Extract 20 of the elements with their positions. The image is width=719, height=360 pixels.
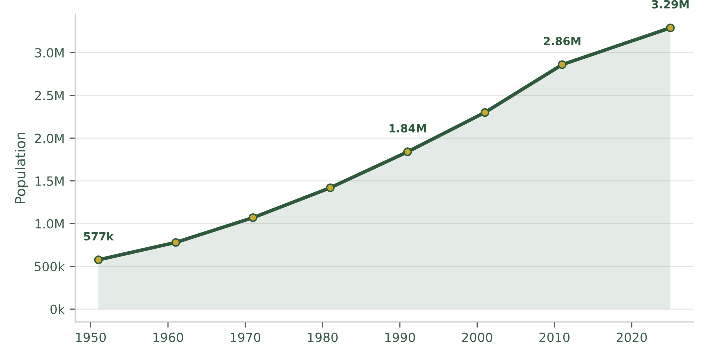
x-tick-label: 1950	[76, 332, 106, 342]
x-tick-label: 1980	[308, 332, 338, 342]
y-tick-label: 1.0M	[36, 219, 64, 229]
x-tick-label: 2020	[617, 332, 648, 342]
x-tick-label: 2010	[540, 332, 570, 342]
y-tick-label: 2.5M	[35, 91, 64, 101]
y-tick-label: 0k	[50, 304, 66, 314]
data-label: 3.29M	[652, 0, 689, 9]
data-label: 2.86M	[544, 37, 581, 46]
x-tick-label: 1970	[231, 332, 261, 342]
y-axis-title: Population	[14, 133, 28, 204]
y-tick-label: 500k	[34, 262, 66, 272]
x-tick-label: 1990	[386, 332, 416, 342]
y-tick-label: 3.0M	[35, 48, 64, 58]
data-label: 1.84M	[390, 124, 426, 133]
y-tick-label: 2.0M	[35, 134, 64, 144]
data-label: 577k	[84, 232, 114, 241]
y-tick-label: 1.5M	[36, 176, 64, 186]
x-tick-label: 1960	[154, 332, 184, 342]
x-tick-label: 2000	[462, 332, 492, 342]
